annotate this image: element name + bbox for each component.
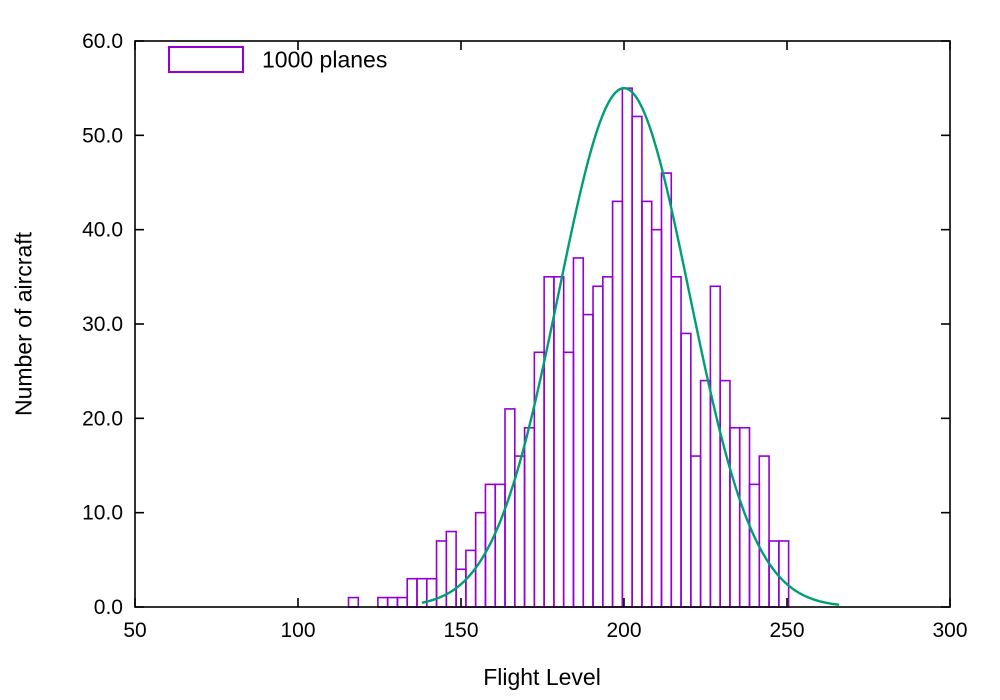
y-tick-label: 0.0 (94, 596, 123, 619)
y-tick-label: 40.0 (82, 219, 123, 242)
y-tick-label: 10.0 (82, 502, 123, 525)
legend-label: 1000 planes (262, 46, 388, 73)
x-tick-label: 200 (606, 619, 641, 642)
y-tick-label: 50.0 (82, 124, 123, 147)
x-tick-label: 100 (280, 619, 315, 642)
y-tick-label: 60.0 (82, 30, 123, 53)
y-tick-label: 30.0 (82, 313, 123, 336)
x-tick-label: 150 (443, 619, 478, 642)
y-axis-label: Number of aircraft (10, 231, 37, 417)
legend-key-swatch (168, 46, 244, 73)
x-tick-label: 250 (769, 619, 804, 642)
gaussian-curve (421, 86, 840, 606)
x-tick-label: 300 (932, 619, 967, 642)
x-tick-label: 50 (123, 619, 146, 642)
x-axis-label: Flight Level (483, 664, 601, 690)
y-tick-label: 20.0 (82, 407, 123, 430)
